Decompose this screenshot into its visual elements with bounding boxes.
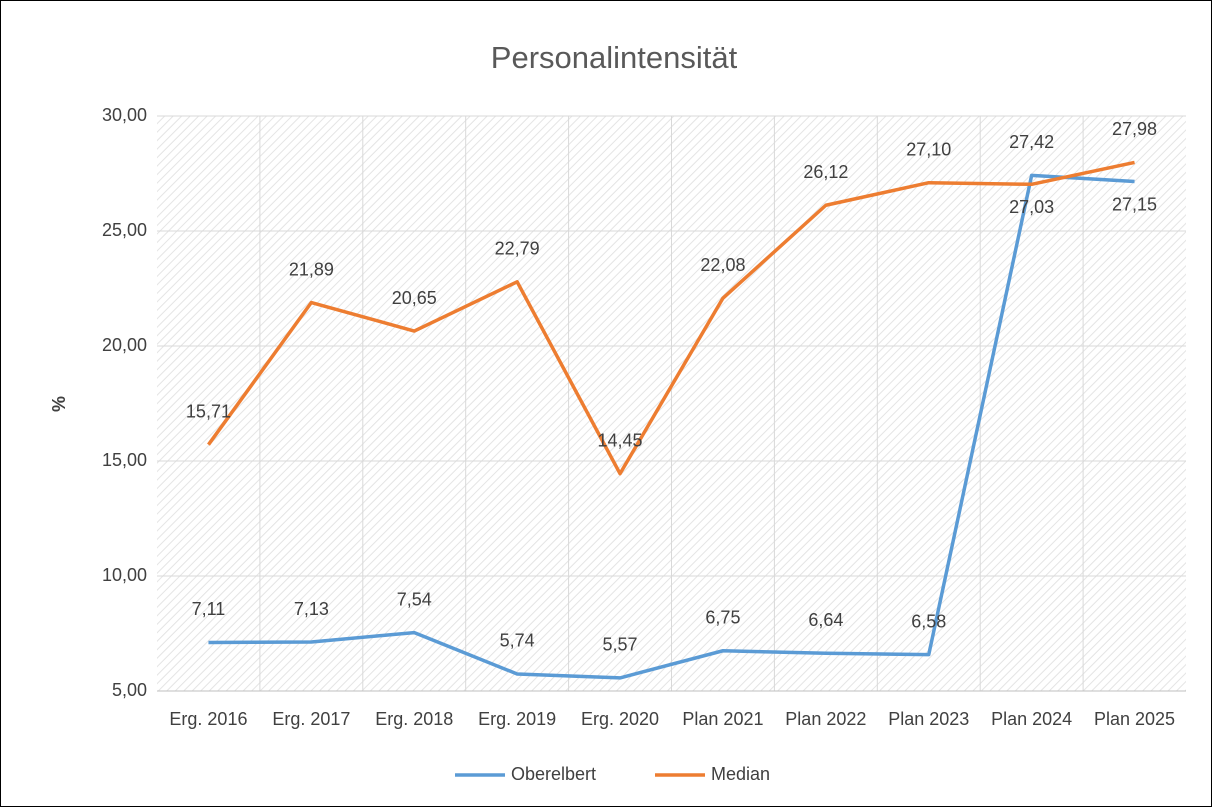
data-label: 7,54 <box>397 589 432 609</box>
data-label: 20,65 <box>392 288 437 308</box>
x-tick-label: Erg. 2020 <box>581 709 659 729</box>
data-label: 5,74 <box>500 631 535 651</box>
data-label: 6,75 <box>705 608 740 628</box>
data-label: 27,98 <box>1112 119 1157 139</box>
x-tick-label: Plan 2024 <box>991 709 1072 729</box>
data-label: 14,45 <box>598 430 643 450</box>
legend-label: Oberelbert <box>511 764 596 784</box>
series-line <box>207 160 1135 476</box>
chart-title: Personalintensität <box>491 40 738 75</box>
series-line <box>208 173 1135 680</box>
x-tick-label: Erg. 2019 <box>478 709 556 729</box>
data-label: 27,03 <box>1009 197 1054 217</box>
y-tick-label: 25,00 <box>102 220 147 240</box>
data-label: 6,58 <box>911 611 946 631</box>
y-axis-label: % <box>49 396 69 412</box>
y-tick-label: 5,00 <box>112 680 147 700</box>
data-label: 15,71 <box>186 401 231 421</box>
data-label: 26,12 <box>803 162 848 182</box>
data-label: 27,10 <box>906 139 951 159</box>
data-label: 22,79 <box>495 239 540 259</box>
x-tick-label: Erg. 2017 <box>272 709 350 729</box>
x-tick-label: Erg. 2018 <box>375 709 453 729</box>
x-tick-label: Plan 2023 <box>888 709 969 729</box>
data-label: 7,11 <box>192 599 226 619</box>
x-tick-label: Erg. 2016 <box>169 709 247 729</box>
data-label: 27,15 <box>1112 194 1157 214</box>
data-label: 21,89 <box>289 259 334 279</box>
y-tick-label: 15,00 <box>102 450 147 470</box>
y-tick-label: 10,00 <box>102 565 147 585</box>
data-label: 27,42 <box>1009 132 1054 152</box>
y-tick-label: 30,00 <box>102 105 147 125</box>
x-tick-label: Plan 2021 <box>682 709 763 729</box>
data-label: 7,13 <box>294 599 329 619</box>
data-label: 22,08 <box>700 255 745 275</box>
data-label: 6,64 <box>808 610 843 630</box>
y-tick-label: 20,00 <box>102 335 147 355</box>
x-tick-label: Plan 2025 <box>1094 709 1175 729</box>
x-tick-label: Plan 2022 <box>785 709 866 729</box>
legend-label: Median <box>711 764 770 784</box>
data-label: 5,57 <box>603 635 638 655</box>
